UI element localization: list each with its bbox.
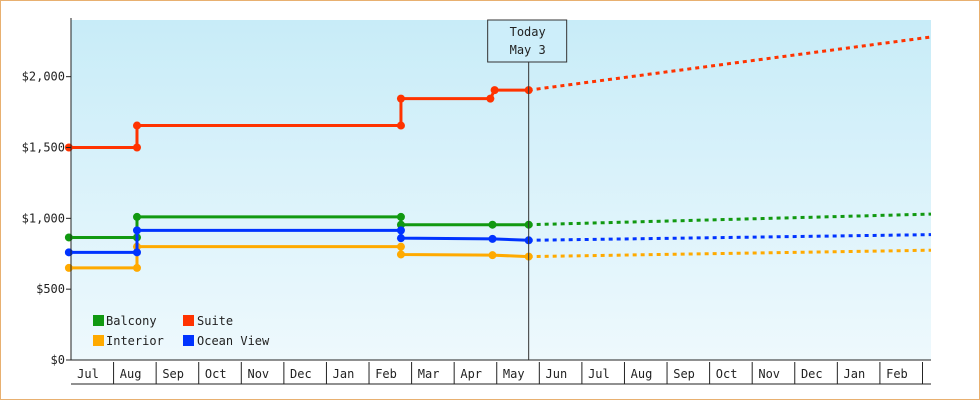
x-tick-label: Dec — [801, 367, 823, 381]
x-tick-label: Apr — [460, 367, 482, 381]
data-point-balcony — [396, 220, 405, 229]
data-point-ocean-view — [396, 226, 405, 235]
legend-label-suite: Suite — [197, 314, 233, 328]
legend-swatch-interior — [93, 335, 104, 346]
today-label: Today — [510, 25, 546, 39]
x-tick-label: Jan — [844, 367, 866, 381]
y-tick-label: $500 — [36, 282, 65, 296]
x-tick-label: Nov — [758, 367, 780, 381]
today-marker: Today May 3 — [487, 19, 568, 360]
axes-layer: $0 $500 $1,000 $1,500 $2,000 Jul Aug Sep Oct Nov D… — [22, 18, 931, 385]
x-tick-label: Sep — [162, 367, 184, 381]
legend-label-balcony: Balcony — [106, 314, 157, 328]
x-tick-label: Feb — [375, 367, 397, 381]
y-tick-label: $1,000 — [22, 211, 65, 225]
today-date: May 3 — [510, 43, 546, 57]
plot-area — [71, 20, 931, 360]
x-tick-label: Oct — [205, 367, 227, 381]
data-point-balcony — [64, 233, 73, 242]
data-point-balcony — [488, 220, 497, 229]
legend-swatch-balcony — [93, 315, 104, 326]
y-tick-label: $1,500 — [22, 141, 65, 155]
forecast-line-interior — [528, 248, 932, 259]
x-tick-label: Mar — [418, 367, 440, 381]
data-point-interior — [64, 263, 73, 272]
x-tick-label: Feb — [886, 367, 908, 381]
data-point-ocean-view — [64, 248, 73, 257]
data-point-interior — [488, 251, 497, 260]
y-tick-label: $2,000 — [22, 70, 65, 84]
forecast-line-ocean-view — [528, 233, 932, 242]
x-tick-label: Jun — [546, 367, 568, 381]
today-box — [487, 19, 568, 63]
legend-label-ocean-view: Ocean View — [197, 334, 270, 348]
data-point-balcony — [132, 212, 141, 221]
x-tick-label: May — [503, 367, 525, 381]
data-point-interior — [132, 263, 141, 272]
data-point-ocean-view — [132, 226, 141, 235]
x-tick-label: Sep — [673, 367, 695, 381]
x-tick-label: Aug — [631, 367, 653, 381]
data-point-suite — [486, 94, 495, 103]
data-point-suite — [396, 94, 405, 103]
x-tick-label: Nov — [247, 367, 269, 381]
forecast-line-suite — [528, 35, 932, 92]
y-tick-label: $0 — [51, 353, 65, 367]
x-tick-label: Jul — [588, 367, 610, 381]
data-point-ocean-view — [488, 234, 497, 243]
series-layer — [64, 35, 932, 272]
x-tick-label: Aug — [120, 367, 142, 381]
legend-label-interior: Interior — [106, 334, 164, 348]
forecast-line-balcony — [528, 212, 932, 227]
data-point-suite — [132, 143, 141, 152]
legend-swatch-suite — [183, 315, 194, 326]
data-point-interior — [396, 250, 405, 259]
data-point-suite — [396, 121, 405, 130]
legend: Balcony Suite Interior Ocean View — [93, 314, 270, 348]
x-tick-label: Jan — [333, 367, 355, 381]
legend-swatch-ocean-view — [183, 335, 194, 346]
data-point-suite — [490, 86, 499, 95]
data-point-balcony — [396, 212, 405, 221]
x-tick-label: Jul — [77, 367, 99, 381]
data-point-interior — [396, 242, 405, 251]
x-tick-label: Oct — [716, 367, 738, 381]
data-point-ocean-view — [396, 234, 405, 243]
data-point-suite — [132, 121, 141, 130]
data-point-ocean-view — [132, 248, 141, 257]
x-tick-label: Dec — [290, 367, 312, 381]
